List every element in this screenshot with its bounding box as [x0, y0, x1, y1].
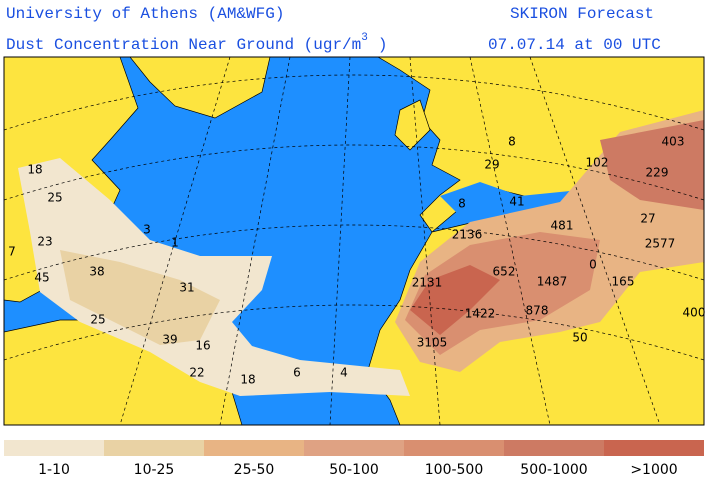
dust-plume [60, 250, 220, 345]
dust-core [410, 265, 500, 335]
map-label: 2577 [645, 237, 676, 251]
valid-time: 07.07.14 at 00 UTC [488, 36, 661, 54]
map-label: 403 [662, 135, 685, 149]
legend-label: 25-50 [234, 462, 275, 478]
institution: University of Athens (AM&WFG) [6, 5, 284, 23]
legend-swatch [304, 440, 404, 456]
map-label: 2136 [452, 228, 483, 242]
map-label: 25 [47, 191, 62, 205]
map-label: 31 [179, 281, 194, 295]
map-label: 16 [195, 339, 210, 353]
legend-label: 10-25 [134, 462, 175, 478]
map-label: 1422 [465, 307, 496, 321]
map-label: 3 [143, 223, 151, 237]
map-label: 878 [526, 304, 549, 318]
legend-swatch [204, 440, 304, 456]
dust-east [600, 120, 704, 210]
map-label: 481 [551, 219, 574, 233]
map-label: 45 [34, 271, 49, 285]
map-label: 1 [171, 236, 179, 250]
map-label: 165 [612, 275, 635, 289]
legend-label: 1-10 [38, 462, 70, 478]
map-label: 229 [646, 166, 669, 180]
legend-label: 50-100 [329, 462, 379, 478]
map-label: 652 [493, 265, 516, 279]
map-label: 8 [458, 197, 466, 211]
field: Dust Concentration Near Ground (ugr/m3) [6, 32, 387, 54]
map-frame [3, 56, 705, 426]
map-label: 6 [293, 366, 301, 380]
map-label: 39 [162, 333, 177, 347]
legend-swatch [404, 440, 504, 456]
legend-label: 500-1000 [520, 462, 587, 478]
dust-core [405, 232, 600, 355]
map-label: 400 [683, 306, 706, 320]
legend-label: >1000 [630, 462, 677, 478]
map-label: 38 [89, 265, 104, 279]
dust-plume [18, 158, 410, 396]
map-label: 29 [484, 158, 499, 172]
product: SKIRON Forecast [510, 5, 654, 23]
legend-label: 100-500 [425, 462, 484, 478]
legend-swatch [4, 440, 104, 456]
map-label: 27 [640, 212, 655, 226]
map-label: 3105 [417, 336, 448, 350]
legend: 1-10 10-25 25-50 50-100 100-500 500-1000 >1000 [4, 440, 704, 478]
map-label: 18 [27, 163, 42, 177]
map-label: 7 [8, 245, 16, 259]
map-label: 41 [509, 195, 524, 209]
legend-swatch [604, 440, 704, 456]
map-label: 1487 [537, 275, 568, 289]
map-label: 22 [189, 366, 204, 380]
map-label: 23 [37, 235, 52, 249]
map-label: 0 [589, 258, 597, 272]
map-label: 8 [508, 135, 516, 149]
legend-swatch [104, 440, 204, 456]
map-label: 18 [240, 373, 255, 387]
legend-swatch [504, 440, 604, 456]
field-text: Dust Concentration Near Ground (ugr/m [6, 36, 361, 54]
graticule [4, 57, 704, 425]
map-label: 25 [90, 313, 105, 327]
map-label: 2131 [412, 276, 443, 290]
map-label: 50 [572, 331, 587, 345]
field-close: ) [378, 36, 388, 54]
map-label: 4 [340, 366, 348, 380]
map-label: 102 [586, 156, 609, 170]
field-superscript: 3 [361, 32, 368, 44]
